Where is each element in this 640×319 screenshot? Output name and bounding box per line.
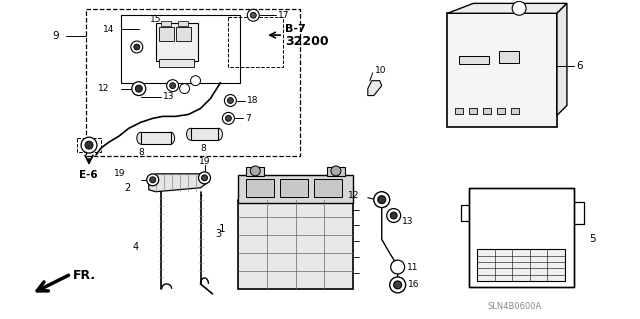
Ellipse shape xyxy=(166,132,175,144)
Bar xyxy=(191,128,218,140)
Text: 19: 19 xyxy=(115,169,126,178)
Bar xyxy=(497,108,505,115)
Circle shape xyxy=(390,212,397,219)
Circle shape xyxy=(81,137,97,153)
Circle shape xyxy=(250,166,260,176)
Text: 11: 11 xyxy=(406,263,418,271)
Bar xyxy=(246,179,274,197)
Bar xyxy=(121,15,241,83)
Circle shape xyxy=(512,1,526,15)
Bar xyxy=(238,200,353,289)
Circle shape xyxy=(150,177,156,183)
Bar xyxy=(460,56,489,64)
Bar xyxy=(161,21,171,26)
Text: 8: 8 xyxy=(200,144,206,152)
Circle shape xyxy=(170,83,175,89)
Circle shape xyxy=(131,41,143,53)
Circle shape xyxy=(227,98,234,103)
Text: SLN4B0600A: SLN4B0600A xyxy=(487,302,541,311)
Text: 9: 9 xyxy=(52,31,59,41)
Circle shape xyxy=(378,196,386,204)
Bar xyxy=(246,167,264,176)
Ellipse shape xyxy=(187,128,195,140)
Text: 10: 10 xyxy=(375,66,387,75)
Polygon shape xyxy=(368,81,381,96)
Bar xyxy=(314,179,342,197)
Text: 1: 1 xyxy=(219,224,225,234)
Bar xyxy=(447,13,557,127)
Circle shape xyxy=(147,174,159,186)
Bar xyxy=(456,108,463,115)
Text: 7: 7 xyxy=(245,114,251,123)
Text: 13: 13 xyxy=(163,92,174,101)
Bar xyxy=(238,175,353,203)
Circle shape xyxy=(135,85,142,92)
Circle shape xyxy=(166,80,179,92)
Polygon shape xyxy=(557,4,567,115)
Text: 5: 5 xyxy=(589,234,595,244)
Bar xyxy=(156,23,198,61)
Circle shape xyxy=(191,76,200,85)
Bar xyxy=(228,17,283,67)
Ellipse shape xyxy=(214,128,223,140)
Circle shape xyxy=(134,44,140,50)
Text: B-7: B-7 xyxy=(285,24,306,34)
Bar xyxy=(469,188,574,287)
Circle shape xyxy=(250,12,256,18)
Text: FR.: FR. xyxy=(73,270,96,283)
Bar xyxy=(499,51,519,63)
Text: 15: 15 xyxy=(150,15,161,24)
Bar xyxy=(77,138,101,152)
Circle shape xyxy=(223,112,234,124)
Bar xyxy=(175,27,191,41)
Circle shape xyxy=(202,175,207,181)
Circle shape xyxy=(132,82,146,96)
Text: 4: 4 xyxy=(132,242,139,252)
Circle shape xyxy=(387,209,401,222)
Bar xyxy=(483,108,492,115)
Text: 8: 8 xyxy=(139,148,145,157)
Text: 16: 16 xyxy=(408,280,419,289)
Circle shape xyxy=(374,192,390,208)
Circle shape xyxy=(225,94,236,107)
Bar xyxy=(159,27,173,41)
Circle shape xyxy=(390,260,404,274)
Polygon shape xyxy=(148,174,209,192)
Bar xyxy=(159,59,193,67)
Polygon shape xyxy=(447,4,567,13)
Bar xyxy=(327,167,345,176)
Circle shape xyxy=(198,172,211,184)
Circle shape xyxy=(225,115,232,121)
Text: 3: 3 xyxy=(216,229,221,239)
Text: 12: 12 xyxy=(97,84,109,93)
Circle shape xyxy=(247,9,259,21)
Ellipse shape xyxy=(137,132,145,144)
Text: 32200: 32200 xyxy=(285,34,329,48)
Text: E-6: E-6 xyxy=(79,170,98,180)
Text: 12: 12 xyxy=(348,191,360,200)
Bar xyxy=(86,9,300,156)
Bar xyxy=(511,108,519,115)
Text: 14: 14 xyxy=(102,25,114,33)
Bar xyxy=(141,132,171,144)
Circle shape xyxy=(85,141,93,149)
Bar xyxy=(280,179,308,197)
Text: 19: 19 xyxy=(198,158,210,167)
Text: 2: 2 xyxy=(125,183,131,193)
Circle shape xyxy=(180,84,189,93)
Text: 18: 18 xyxy=(247,96,259,105)
Bar xyxy=(469,108,477,115)
Bar xyxy=(477,249,565,281)
Text: 13: 13 xyxy=(402,217,413,226)
Circle shape xyxy=(394,281,402,289)
Bar xyxy=(178,21,188,26)
Circle shape xyxy=(390,277,406,293)
Circle shape xyxy=(331,166,341,176)
Text: 17: 17 xyxy=(278,11,290,20)
Text: 6: 6 xyxy=(576,61,582,71)
